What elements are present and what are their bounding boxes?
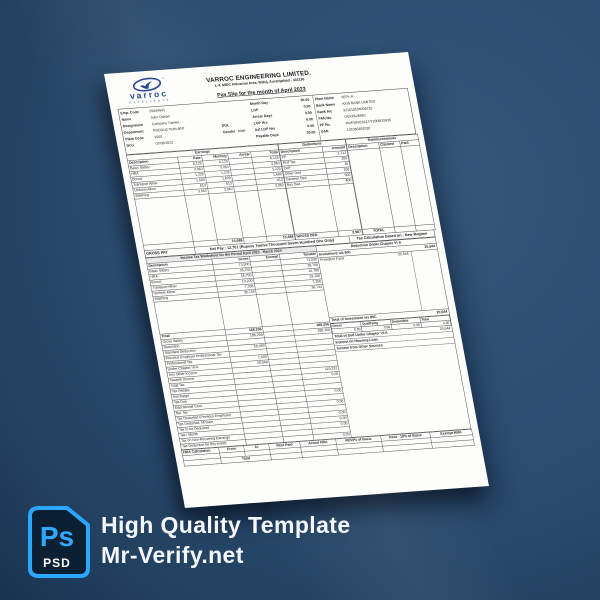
field-label: Payable Days — [255, 133, 280, 139]
info-row: Gender Male — [222, 127, 252, 136]
field-label: Gender — [222, 129, 236, 135]
filler-area — [336, 344, 471, 438]
varroc-logo-graphic: ™ varroc EXCELLENCE — [129, 77, 171, 105]
field-value: 07/08/2022 — [155, 140, 174, 146]
psd-file-shape — [28, 506, 90, 578]
psd-file-icon: Ps PSD — [28, 506, 90, 578]
field-value: 101065492035 — [346, 126, 371, 132]
logo-ellipse — [132, 77, 162, 92]
branding-line2: Mr-Verify.net — [101, 542, 244, 568]
employee-fields: Emp. Code 09204641 Name John Odean Designati… — [118, 102, 224, 154]
field-label: DOJ — [126, 143, 135, 148]
filler-row — [286, 183, 362, 235]
field-label: UAN — [320, 129, 329, 134]
worksheet-band: Income Tax Worksheet for the Period Apri… — [145, 236, 472, 450]
branding-line1: High Quality Template — [101, 512, 351, 538]
varroc-logo: ™ varroc EXCELLENCE — [113, 75, 184, 111]
branding-text: High Quality Template Mr-Verify.net — [101, 510, 351, 570]
filler-row — [347, 145, 435, 230]
earnings-table: Earnings Description Rate Monthly Arrear… — [126, 144, 296, 251]
payslip-document: ™ varroc EXCELLENCE VARROC ENGINEERING L… — [104, 51, 489, 509]
psd-label: PSD — [43, 556, 71, 570]
field-value: 30.00 — [306, 130, 316, 135]
attendance-fields: Month Day 30.00 LOP 0.00 Arrear Days 0.00 LOP … — [247, 95, 321, 146]
logo-leaf-icon — [140, 81, 152, 89]
logo-tm: ™ — [161, 77, 165, 80]
logo-tagline: EXCELLENCE — [129, 99, 171, 105]
investment-80c-grid: Provident Fund 20,544 — [318, 249, 449, 318]
investment-label: Provident Fund — [319, 256, 345, 263]
logo-brand-text: varroc — [129, 88, 169, 101]
photoshop-badge: Ps PSD — [27, 505, 91, 584]
ps-label: Ps — [40, 521, 74, 552]
bank-fields: Plant Name VEPL-A Bank Name AXIS BANK LIMIT… — [313, 89, 416, 141]
field-value: Male — [237, 129, 246, 134]
